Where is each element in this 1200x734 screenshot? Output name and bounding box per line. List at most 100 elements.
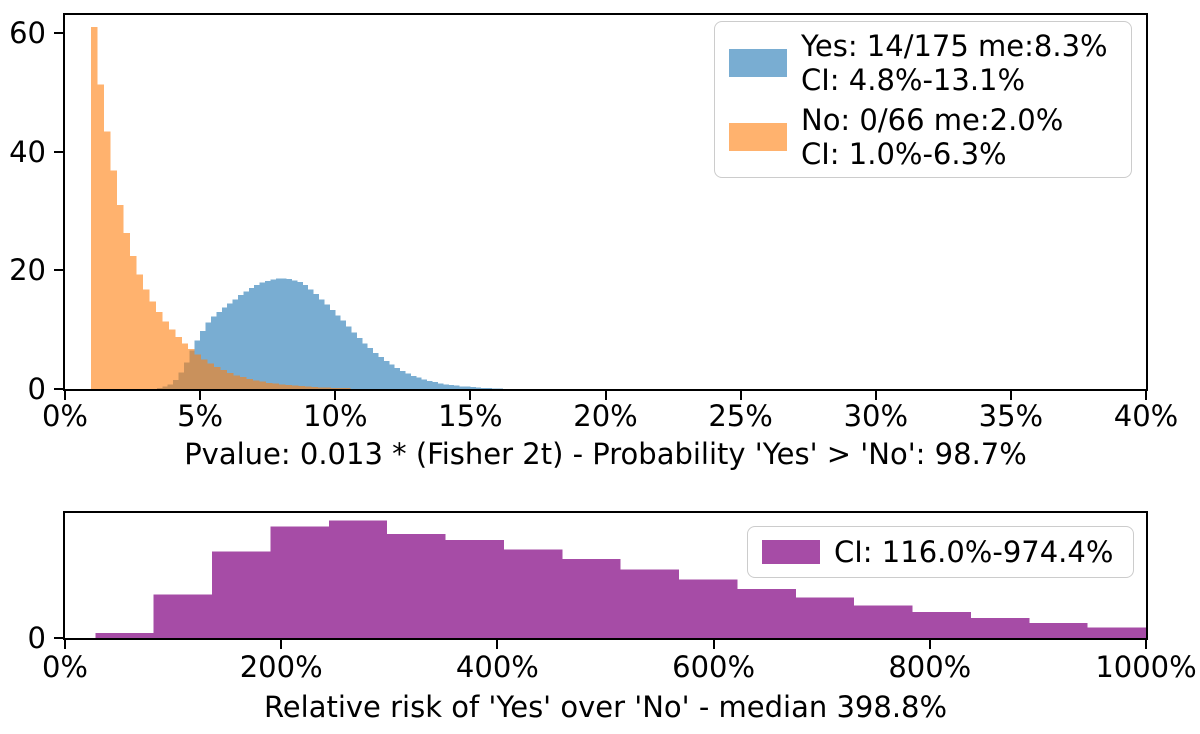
x-tick-label: 30% (843, 399, 909, 433)
legend-entry-ci: CI: 116.0%-974.4% (748, 532, 1133, 572)
y-tick-mark (54, 31, 63, 34)
hist-bar-yes (292, 280, 298, 389)
hist-bar-yes (205, 322, 211, 389)
hist-bar-yes (216, 311, 222, 389)
hist-bar-relative-risk (912, 612, 971, 638)
bottom-legend-box: CI: 116.0%-974.4% (747, 526, 1134, 578)
hist-bar-no (110, 170, 117, 389)
hist-bar-no (155, 311, 163, 389)
hist-bar-no (129, 256, 137, 389)
hist-bar-no (311, 386, 318, 389)
hist-bar-yes (335, 315, 341, 389)
hist-bar-yes (259, 282, 265, 389)
hist-bar-yes (437, 383, 444, 389)
hist-bar-yes (308, 289, 314, 389)
hist-bar-no (337, 387, 344, 389)
hist-bar-yes (227, 303, 233, 389)
hist-bar-no (227, 372, 234, 389)
x-tick-mark (874, 391, 877, 400)
hist-bar-relative-risk (387, 534, 446, 638)
hist-bar-no (279, 384, 286, 389)
histogram-canvas (90, 26, 503, 389)
legend-label-no-line2: CI: 1.0%-6.3% (801, 136, 1007, 171)
y-tick-mark (54, 637, 63, 639)
legend-label-yes-line2: CI: 4.8%-13.1% (801, 62, 1026, 97)
hist-bar-relative-risk (1087, 627, 1146, 638)
hist-bar-no (285, 385, 293, 389)
x-tick-mark (739, 391, 742, 400)
hist-bar-no (207, 363, 215, 389)
legend-swatch-no (729, 122, 787, 151)
x-tick-mark (334, 391, 337, 400)
legend-swatch-ci (762, 540, 820, 564)
hist-bar-no (253, 380, 260, 389)
hist-bar-yes (481, 387, 487, 389)
x-tick-label: 0% (41, 399, 88, 433)
hist-bar-yes (275, 278, 282, 389)
legend-label-yes-line1: Yes: 14/175 me:8.3% (801, 28, 1108, 63)
hist-bar-no (317, 387, 325, 389)
hist-bar-relative-risk (212, 551, 271, 638)
hist-bar-relative-risk (562, 559, 621, 638)
hist-bar-yes (410, 375, 417, 389)
hist-bar-no (194, 354, 202, 389)
x-tick-label: 1000% (1095, 650, 1197, 684)
top-xlabel: Pvalue: 0.013 * (Fisher 2t) - Probabilit… (184, 437, 1027, 471)
hist-bar-no (330, 387, 338, 389)
hist-bar-yes (470, 387, 476, 389)
hist-bar-yes (427, 380, 433, 389)
x-tick-label: 600% (672, 650, 756, 684)
hist-bar-relative-risk (737, 588, 796, 638)
top-legend-box: Yes: 14/175 me:8.3% CI: 4.8%-13.1% No: 0… (714, 21, 1132, 178)
hist-bar-relative-risk (153, 594, 213, 638)
hist-bar-no (220, 370, 228, 389)
x-tick-label: 0% (41, 650, 88, 684)
x-tick-mark (1145, 640, 1147, 649)
hist-bar-yes (302, 285, 309, 389)
hist-bar-yes (400, 371, 406, 389)
hist-bar-relative-risk (445, 539, 504, 638)
hist-bar-yes (464, 386, 471, 389)
hist-bar-yes (264, 280, 271, 389)
hist-bar-no (175, 336, 182, 389)
hist-bar-yes (362, 343, 368, 389)
hist-bar-yes (340, 320, 347, 389)
y-tick-label: 40 (9, 134, 46, 169)
x-tick-label: 5% (177, 399, 224, 433)
hist-bar-yes (492, 388, 498, 389)
legend-entry-yes: Yes: 14/175 me:8.3% CI: 4.8%-13.1% (715, 26, 1131, 100)
hist-bar-yes (270, 279, 276, 389)
hist-bar-yes (405, 373, 411, 389)
x-tick-label: 800% (888, 650, 972, 684)
hist-bar-yes (248, 288, 255, 389)
hist-bar-no (181, 343, 189, 389)
x-tick-label: 400% (455, 650, 539, 684)
hist-bar-no (324, 387, 331, 389)
bottom-xlabel: Relative risk of 'Yes' over 'No' - media… (263, 690, 948, 724)
x-tick-mark (1009, 391, 1012, 400)
y-tick-label: 0 (27, 621, 46, 655)
hist-bar-relative-risk (328, 520, 388, 638)
hist-bar-relative-risk (270, 526, 329, 638)
hist-bar-yes (367, 348, 374, 389)
hist-bar-yes (254, 285, 260, 389)
hist-bar-no (162, 321, 169, 389)
hist-bar-yes (297, 282, 303, 389)
x-tick-label: 20% (573, 399, 638, 433)
x-tick-mark (469, 391, 472, 400)
hist-bar-yes (475, 387, 482, 389)
hist-bar-relative-risk (679, 579, 738, 638)
hist-bar-yes (389, 364, 395, 389)
hist-bar-relative-risk (795, 597, 855, 638)
y-tick-label: 0 (27, 372, 46, 406)
hist-bar-yes (286, 279, 293, 389)
hist-bar-no (116, 204, 124, 389)
y-tick-mark (54, 388, 63, 390)
hist-bar-yes (313, 294, 320, 389)
hist-bar-no (266, 382, 273, 389)
hist-bar-no (103, 131, 111, 389)
hist-bar-yes (210, 316, 217, 389)
hist-bar-no (123, 232, 130, 389)
hist-bar-no (201, 359, 208, 389)
hist-bar-yes (329, 310, 336, 389)
